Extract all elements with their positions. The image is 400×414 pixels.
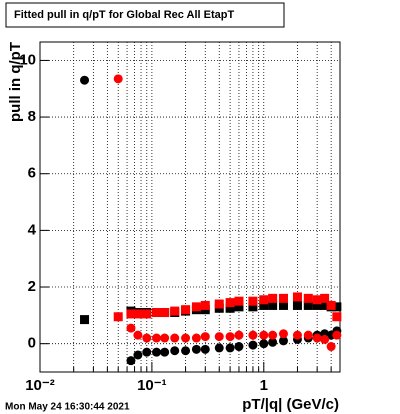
square-marker xyxy=(126,309,136,319)
circle-marker xyxy=(268,337,278,347)
square-marker xyxy=(225,303,235,313)
circle-marker xyxy=(292,330,302,340)
square-marker xyxy=(234,296,244,306)
circle-marker xyxy=(181,333,191,343)
circle-marker xyxy=(160,333,170,343)
circle-marker xyxy=(234,342,244,352)
square-marker xyxy=(170,306,180,316)
circle-marker xyxy=(320,334,330,344)
square-marker xyxy=(200,300,210,310)
circle-marker xyxy=(268,330,278,340)
square-marker xyxy=(191,302,201,312)
circle-marker xyxy=(225,332,235,342)
square-marker xyxy=(312,295,322,305)
circle-marker xyxy=(332,330,342,340)
square-marker xyxy=(326,300,336,310)
square-marker xyxy=(268,293,278,303)
circle-marker xyxy=(248,340,258,350)
square-marker xyxy=(332,302,342,312)
circle-marker xyxy=(234,330,244,340)
square-marker xyxy=(234,302,244,312)
circle-marker xyxy=(200,332,210,342)
square-marker xyxy=(320,300,330,310)
square-marker xyxy=(278,300,288,310)
circle-marker xyxy=(214,332,224,342)
chart-title: Fitted pull in q/pT for Global Rec All E… xyxy=(14,9,234,21)
square-marker xyxy=(332,312,342,322)
circle-marker xyxy=(191,333,201,343)
circle-marker xyxy=(126,323,136,333)
x-tick-label: 1 xyxy=(260,377,268,394)
y-axis-label: pull in q/pT xyxy=(7,42,24,122)
circle-marker xyxy=(259,330,269,340)
x-axis-label: pT/|q| (GeV/c) xyxy=(242,396,339,413)
circle-marker xyxy=(181,346,191,356)
square-marker xyxy=(225,298,235,308)
y-tick-label: 8 xyxy=(28,108,36,125)
square-marker xyxy=(303,293,313,303)
circle-marker xyxy=(142,333,152,343)
y-tick-label: 2 xyxy=(28,278,36,295)
square-marker xyxy=(278,293,288,303)
x-tick-label: 10⁻² xyxy=(25,377,55,394)
y-tick-label: 6 xyxy=(28,165,36,182)
circle-marker xyxy=(142,347,152,357)
circle-marker xyxy=(191,344,201,354)
square-marker xyxy=(259,300,269,310)
circle-marker xyxy=(225,343,235,353)
square-marker xyxy=(248,302,258,312)
circle-marker xyxy=(80,75,90,85)
circle-marker xyxy=(170,346,180,356)
circle-marker xyxy=(326,342,336,352)
y-tick-label: 0 xyxy=(28,335,36,352)
x-tick-label: 10⁻¹ xyxy=(137,377,167,394)
square-marker xyxy=(248,296,258,306)
square-marker xyxy=(152,308,162,318)
y-tick-label: 4 xyxy=(28,221,37,238)
square-marker xyxy=(142,309,152,319)
square-marker xyxy=(160,308,170,318)
circle-marker xyxy=(133,330,143,340)
circle-marker xyxy=(259,339,269,349)
y-tick-label: 10 xyxy=(19,51,36,68)
circle-marker xyxy=(133,350,143,360)
square-marker xyxy=(259,295,269,305)
square-marker xyxy=(113,312,123,322)
circle-marker xyxy=(200,344,210,354)
circle-marker xyxy=(152,333,162,343)
circle-marker xyxy=(126,356,136,366)
square-marker xyxy=(320,293,330,303)
plot-frame xyxy=(39,41,341,373)
circle-marker xyxy=(113,74,123,84)
footer: Mon May 24 16:30:44 2021 xyxy=(5,402,130,413)
square-marker xyxy=(303,300,313,310)
title-box xyxy=(5,2,285,28)
circle-marker xyxy=(278,329,288,339)
square-marker xyxy=(312,300,322,310)
square-marker xyxy=(80,315,90,325)
circle-marker xyxy=(170,333,180,343)
circle-marker xyxy=(160,347,170,357)
circle-marker xyxy=(312,333,322,343)
circle-marker xyxy=(303,330,313,340)
circle-marker xyxy=(248,330,258,340)
circle-marker xyxy=(152,347,162,357)
circle-marker xyxy=(214,343,224,353)
square-marker xyxy=(214,299,224,309)
square-marker xyxy=(133,309,143,319)
square-marker xyxy=(292,292,302,302)
circle-marker xyxy=(278,336,288,346)
square-marker xyxy=(181,305,191,315)
square-marker xyxy=(268,300,278,310)
square-marker xyxy=(292,300,302,310)
